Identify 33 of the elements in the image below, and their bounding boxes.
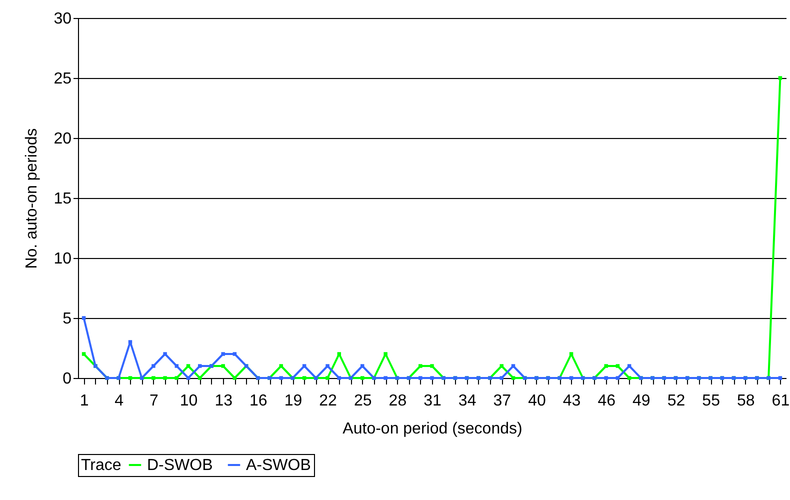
y-tick-label: 20	[54, 130, 72, 148]
y-tick-label: 0	[62, 370, 72, 388]
y-tick-label: 30	[54, 10, 72, 28]
x-tick-label: 28	[388, 392, 407, 410]
y-tick-label: 5	[62, 310, 72, 328]
y-tick-label: 25	[54, 70, 72, 88]
x-tick-label: 52	[667, 392, 686, 410]
x-tick-label: 37	[493, 392, 512, 410]
x-tick-label: 55	[702, 392, 720, 410]
x-tick-label: 31	[424, 392, 442, 410]
x-tick-label: 61	[772, 392, 790, 410]
x-tick-label: 22	[319, 392, 338, 410]
x-tick-label: 49	[632, 392, 650, 410]
x-tick-label: 46	[598, 392, 616, 410]
x-tick-label: 34	[458, 392, 476, 410]
y-axis-title: No. auto-on periods	[24, 128, 41, 269]
legend-label: D-SWOB	[147, 457, 213, 474]
x-tick-label: 40	[528, 392, 546, 410]
legend-label: A-SWOB	[246, 457, 311, 474]
x-tick-label: 13	[214, 392, 233, 410]
x-tick-label: 19	[284, 392, 302, 410]
x-tick-label: 58	[736, 392, 755, 410]
x-tick-label: 25	[354, 392, 372, 410]
x-tick-label: 10	[180, 392, 198, 410]
legend-title: Trace	[81, 457, 122, 474]
y-tick-label: 10	[54, 250, 72, 268]
x-tick-label: 1	[80, 392, 89, 410]
x-axis-title: Auto-on period (seconds)	[342, 420, 522, 438]
x-tick-label: 7	[149, 392, 158, 410]
x-tick-label: 16	[250, 392, 268, 410]
x-tick-label: 43	[562, 392, 581, 410]
x-tick-label: 4	[114, 392, 124, 410]
y-tick-label: 15	[54, 190, 72, 208]
